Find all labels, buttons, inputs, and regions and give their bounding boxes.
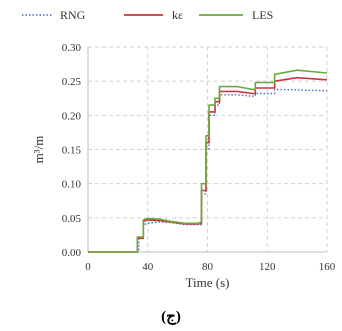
- figure-caption: (ج): [161, 309, 181, 325]
- series-lines: [88, 69, 328, 253]
- y-tick-label: 0.15: [62, 145, 82, 157]
- y-tick-label: 0.05: [62, 213, 82, 225]
- legend-label-rng: RNG: [60, 8, 86, 22]
- grid: [88, 46, 328, 252]
- x-tick-label: 120: [259, 261, 276, 273]
- y-axis-label: m³/m: [31, 136, 46, 164]
- series-line-1: [88, 76, 328, 253]
- series-line-2: [88, 69, 328, 253]
- legend-label-les: LES: [252, 8, 273, 22]
- y-tick-label: 0.25: [62, 76, 82, 88]
- x-axis-label: Time (s): [186, 275, 230, 290]
- legend-label-ke: kε: [172, 8, 183, 22]
- x-tick-label: 40: [142, 261, 154, 273]
- legend: RNG kε LES: [22, 8, 273, 22]
- tick-labels: 0.00 0.05 0.10 0.15 0.20 0.25 0.30 0 40 80 120 160: [62, 42, 336, 273]
- x-tick-label: 160: [319, 261, 336, 273]
- y-tick-label: 0.10: [62, 179, 82, 191]
- x-tick-label: 80: [202, 261, 214, 273]
- x-tick-label: 0: [85, 261, 91, 273]
- y-tick-label: 0.30: [62, 42, 82, 54]
- y-tick-label: 0.20: [62, 110, 82, 122]
- y-tick-label: 0.00: [62, 247, 82, 259]
